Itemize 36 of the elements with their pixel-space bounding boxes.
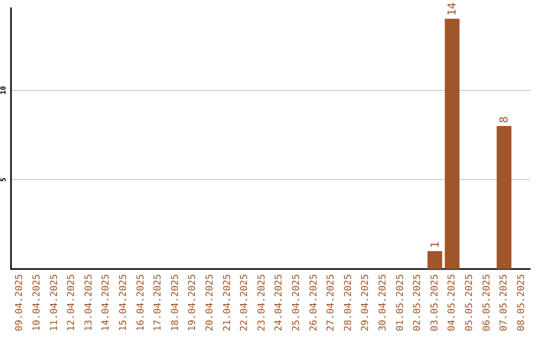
x-tick-label: 21.04.2025 xyxy=(222,274,233,332)
x-tick-label: 29.04.2025 xyxy=(360,274,372,332)
x-tick-label: 16.04.2025 xyxy=(135,274,146,332)
bar xyxy=(444,18,460,269)
data-label: 1 xyxy=(428,242,442,248)
x-tick-label: 13.04.2025 xyxy=(83,274,94,332)
x-tick-label: 05.05.2025 xyxy=(464,274,475,332)
x-tick-label: 14.04.2025 xyxy=(100,274,112,332)
x-tick-label: 09.04.2025 xyxy=(14,274,26,332)
x-tick-label: 04.05.2025 xyxy=(446,274,458,332)
x-tick-label: 17.04.2025 xyxy=(152,274,164,332)
x-tick-label: 20.04.2025 xyxy=(204,274,216,332)
x-tick-label: 18.04.2025 xyxy=(170,274,181,332)
bar xyxy=(496,126,512,269)
x-tick-label: 01.05.2025 xyxy=(394,274,406,332)
x-tick-label: 12.04.2025 xyxy=(66,274,78,332)
x-tick-label: 24.04.2025 xyxy=(274,274,285,332)
x-tick-label: 25.04.2025 xyxy=(290,274,302,332)
data-label: 14 xyxy=(446,2,459,16)
x-tick-label: 30.04.2025 xyxy=(377,274,388,332)
data-label: 8 xyxy=(498,116,511,123)
x-tick-label: 11.04.2025 xyxy=(48,274,60,332)
bar xyxy=(428,251,442,269)
x-tick-label: 28.04.2025 xyxy=(342,274,354,332)
x-tick-label: 22.04.2025 xyxy=(239,274,250,332)
x-tick-label: 15.04.2025 xyxy=(118,274,129,332)
x-tick-label: 03.05.2025 xyxy=(429,274,440,332)
x-tick-label: 08.05.2025 xyxy=(516,274,527,332)
x-tick-label: 02.05.2025 xyxy=(412,274,424,332)
x-tick-label: 27.04.2025 xyxy=(326,274,337,332)
x-tick-label: 23.04.2025 xyxy=(256,274,268,332)
x-tick-label: 07.05.2025 xyxy=(498,274,510,332)
x-tick-label: 19.04.2025 xyxy=(187,274,198,332)
x-tick-label: 06.05.2025 xyxy=(481,274,492,332)
x-tick-label: 10.04.2025 xyxy=(31,274,42,332)
x-tick-label: 26.04.2025 xyxy=(308,274,320,332)
